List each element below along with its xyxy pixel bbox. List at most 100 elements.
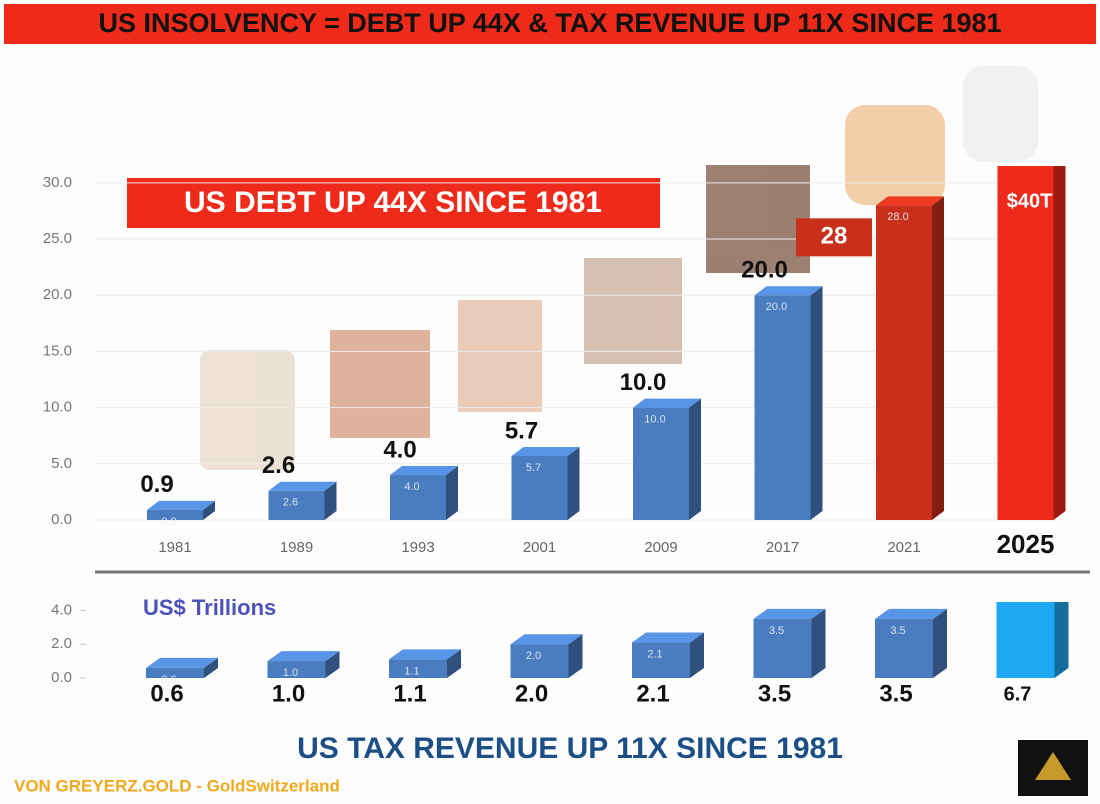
bar: [510, 644, 569, 678]
bar-side: [811, 608, 826, 678]
bar-side: [446, 466, 458, 520]
value-label: 2.1: [636, 680, 669, 707]
value-label: 3.5: [879, 680, 912, 707]
bar-top: [876, 196, 944, 206]
bar: [632, 642, 690, 678]
bar-top: [267, 651, 340, 662]
inner-label: 2.0: [526, 650, 541, 662]
inner-label: 4.0: [404, 481, 419, 493]
bar-side: [689, 398, 701, 520]
bar: [268, 490, 325, 520]
inner-label: 2.6: [283, 497, 298, 509]
value-label: 0.9: [140, 471, 173, 498]
y-tick-label: 4.0: [51, 601, 72, 618]
inner-label: 1.0: [283, 667, 298, 679]
x-tick-label: 1989: [280, 539, 313, 556]
y-tick-label: 5.0: [51, 455, 72, 472]
unit-label: US$ Trillions: [143, 595, 276, 620]
bar-top: [511, 446, 580, 456]
portrait: [584, 258, 682, 364]
page-title: US INSOLVENCY = DEBT UP 44X & TAX REVENU…: [98, 8, 1001, 38]
value-label: 2.0: [515, 680, 548, 707]
value-label: 2.6: [262, 452, 295, 479]
value-label: 1.0: [272, 680, 305, 707]
inner-label: 5.7: [526, 462, 541, 474]
bar: [754, 295, 811, 520]
value-label: 1.1: [393, 680, 426, 707]
y-tick-label: 2.0: [51, 635, 72, 652]
y-tick-label: 10.0: [43, 399, 72, 416]
bar-side: [203, 500, 215, 520]
bar-side: [324, 481, 337, 520]
inner-label: 2.1: [647, 648, 662, 660]
bar-side: [690, 632, 704, 678]
inner-label: 28.0: [887, 211, 908, 223]
bar-top: [632, 632, 704, 643]
portrait: [200, 350, 295, 470]
x-tick-label: 2017: [766, 539, 799, 556]
x-tick-label: 1993: [401, 539, 434, 556]
value-label: 0.6: [150, 680, 183, 707]
y-tick-label: 0.0: [51, 669, 72, 686]
value-label: 5.7: [505, 417, 538, 444]
bar-side: [325, 651, 340, 678]
logo-mark: [1035, 752, 1071, 780]
inner-label: 10.0: [644, 414, 665, 426]
footer: VON GREYERZ.GOLD - GoldSwitzerland: [14, 776, 340, 795]
bar-top: [875, 608, 947, 619]
inner-label: 3.5: [890, 625, 905, 637]
bar: [875, 618, 933, 678]
y-tick-label: 25.0: [43, 230, 72, 247]
value-label: 28: [821, 223, 848, 250]
bars: [146, 602, 1069, 678]
x-tick-label: 1981: [158, 539, 191, 556]
header-band: [4, 4, 1096, 44]
bar-top: [754, 286, 823, 296]
bar: [876, 205, 932, 521]
bar-side: [204, 657, 218, 678]
debt-title: US DEBT UP 44X SINCE 1981: [184, 186, 602, 219]
bar-top: [146, 657, 218, 668]
portrait: [845, 105, 945, 205]
bar: [146, 667, 204, 678]
portrait: [330, 330, 430, 438]
tax-title: US TAX REVENUE UP 11X SINCE 1981: [297, 732, 843, 765]
bar-top: [389, 649, 461, 660]
portrait: [963, 66, 1038, 162]
bar-top: [268, 481, 337, 491]
bar-top: [147, 500, 215, 510]
x-tick-label: 2021: [887, 539, 920, 556]
debt-title-box: [127, 178, 660, 228]
y-tick-label: 0.0: [51, 511, 72, 528]
inner-label: 20.0: [766, 301, 787, 313]
y-tick-label: 15.0: [43, 342, 72, 359]
bar-top: [633, 398, 701, 408]
bar: [147, 509, 203, 520]
portrait: [458, 300, 542, 412]
x-tick-label: 2001: [523, 539, 556, 556]
bar-side: [933, 608, 947, 678]
label-box: [796, 218, 872, 257]
inner-label: 0.9: [161, 516, 176, 528]
x-tick-label: 2009: [644, 539, 677, 556]
bar-top: [510, 634, 583, 645]
bar: [390, 475, 446, 520]
bar: [996, 602, 1055, 678]
bar: [511, 455, 568, 520]
bar: [753, 618, 812, 678]
bar-side: [932, 196, 944, 521]
bar-side: [567, 446, 580, 520]
bar: [997, 166, 1054, 520]
value-label: 4.0: [383, 436, 416, 463]
inner-label: 3.5: [769, 625, 784, 637]
y-tick-label: 20.0: [43, 286, 72, 303]
value-label: 3.5: [758, 680, 791, 707]
bar-side: [447, 649, 461, 678]
bar: [633, 407, 689, 520]
value-label: 20.0: [741, 257, 788, 284]
inner-label: 0.6: [161, 674, 176, 686]
value-label: $40T: [1007, 190, 1053, 212]
y-tick-label: 30.0: [43, 174, 72, 191]
bar-top: [390, 466, 458, 476]
